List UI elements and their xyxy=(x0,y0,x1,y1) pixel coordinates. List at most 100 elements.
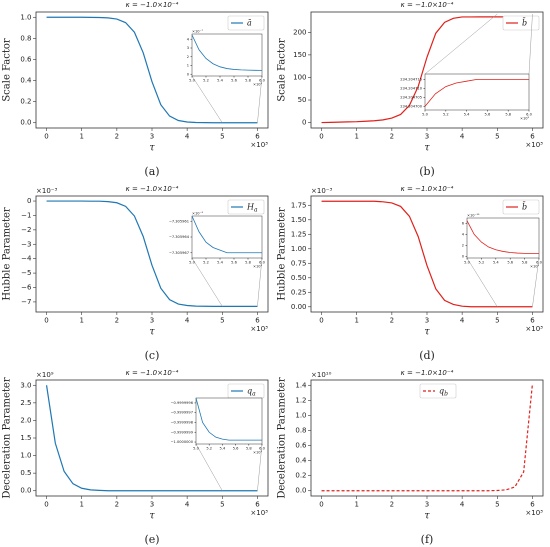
x-tick-label: 3 xyxy=(150,317,154,325)
x-axis-label: τ xyxy=(149,511,155,522)
y-tick-label: −6 xyxy=(21,284,32,292)
x-tick-label: 6 xyxy=(530,317,535,325)
x-offset: ×10³ xyxy=(250,509,268,517)
y-tick-label: 0 xyxy=(462,254,465,258)
y-tick-label: 1.50 xyxy=(291,216,307,224)
x-tick-label: 1 xyxy=(354,501,358,509)
data-line xyxy=(195,397,262,441)
y-tick-label: −0.9999998 xyxy=(171,420,194,424)
y-offset: ×10⁻³ xyxy=(36,187,57,195)
x-tick-label: 1 xyxy=(354,133,358,141)
x-tick-label: 2 xyxy=(115,501,119,509)
y-tick-label: 234.204715 xyxy=(400,77,422,81)
y-tick-label: 1.75 xyxy=(291,201,307,209)
x-tick-label: 5.6 xyxy=(231,78,237,82)
x-tick-label: 3 xyxy=(150,133,154,141)
y-tick-label: 2.5 xyxy=(20,399,31,407)
y-tick-label: −0.9999997 xyxy=(171,411,193,415)
x-tick-label: 5.4 xyxy=(217,260,223,264)
y-axis-label: Hubble Parameter xyxy=(277,207,288,301)
x-tick-label: 5.6 xyxy=(233,446,239,450)
inset-connector xyxy=(191,75,223,123)
y-axis-label: Deceleration Parameter xyxy=(2,377,13,498)
x-tick-label: 4 xyxy=(185,501,190,509)
x-tick-label: 6 xyxy=(255,133,260,141)
x-tick-label: 6.0 xyxy=(526,112,532,116)
x-axis-label: τ xyxy=(424,143,430,154)
data-line xyxy=(424,79,529,107)
data-line xyxy=(45,385,258,492)
y-tick-label: 1.0 xyxy=(295,411,306,419)
inset-connector xyxy=(195,443,223,491)
y-tick-label: −4 xyxy=(21,255,32,263)
x-tick-label: 0 xyxy=(44,501,48,509)
x-tick-label: 5.8 xyxy=(245,260,251,264)
y-axis-label: Scale Factor xyxy=(2,38,13,102)
y-tick-label: 0.0 xyxy=(20,119,31,127)
y-tick-label: 1.4 xyxy=(295,381,307,389)
x-tick-label: 6 xyxy=(530,133,535,141)
y-tick-label: −7.305964 xyxy=(169,235,190,239)
y-offset: ×10⁻¹⁰ xyxy=(467,213,480,217)
legend-box xyxy=(502,15,540,31)
y-tick-label: 6 xyxy=(462,221,465,225)
x-tick-label: 5.4 xyxy=(493,260,499,264)
x-tick-label: 2 xyxy=(390,317,394,325)
y-offset: ×10⁻⁷ xyxy=(192,29,203,33)
x-tick-label: 5.2 xyxy=(206,446,212,450)
y-tick-label: 0.4 xyxy=(295,457,307,465)
legend-label: b̄ xyxy=(522,18,527,28)
chart-title: κ = −1.0×10⁻⁴ xyxy=(401,185,454,193)
y-tick-label: 4 xyxy=(187,37,190,41)
x-axis-label: τ xyxy=(149,143,155,154)
x-tick-label: 2 xyxy=(115,133,119,141)
x-tick-label: 4 xyxy=(185,317,190,325)
panel: κ = −1.0×10⁻⁴ 0 1 2 3 4 5 6 0.00 0.25 0.50 0.75 1.00… xyxy=(277,185,544,362)
x-tick-label: 0 xyxy=(44,317,48,325)
inset-connector xyxy=(257,257,263,307)
x-tick-label: 5.0 xyxy=(189,260,195,264)
x-tick-label: 5.2 xyxy=(443,112,449,116)
y-tick-label: 0 xyxy=(302,119,306,127)
chart-title: κ = −1.0×10⁻⁴ xyxy=(126,185,179,193)
panel: κ = −1.0×10⁻⁴ 0 1 2 3 4 5 6 0.0 0.2 0.4 0.6 0.8 1.0 ×1… xyxy=(2,1,269,178)
y-tick-label: 0.75 xyxy=(291,259,307,267)
y-tick-label: 150 xyxy=(293,51,306,59)
y-tick-label: −5 xyxy=(21,269,31,277)
y-tick-label: 4 xyxy=(462,232,465,236)
x-offset: ×10³ xyxy=(525,509,543,517)
y-tick-label: −0.9999996 xyxy=(171,401,194,405)
y-tick-label: 0.6 xyxy=(295,442,307,450)
plot-frame xyxy=(191,33,263,77)
x-tick-label: 5.4 xyxy=(217,78,223,82)
y-tick-label: 1 xyxy=(187,64,189,68)
y-tick-label: 0 xyxy=(187,72,190,76)
x-tick-label: 6.0 xyxy=(259,260,265,264)
panel-label: (e) xyxy=(144,533,159,546)
y-tick-label: 1.00 xyxy=(291,245,307,253)
x-tick-label: 5.8 xyxy=(246,446,252,450)
x-tick-label: 0 xyxy=(319,501,323,509)
y-tick-label: 3.0 xyxy=(20,381,31,389)
panel-label: (d) xyxy=(419,349,435,362)
x-tick-label: 6 xyxy=(530,501,535,509)
x-tick-label: 5.8 xyxy=(522,260,528,264)
x-tick-label: 4 xyxy=(460,317,465,325)
x-tick-label: 5.0 xyxy=(189,78,195,82)
inset-connector xyxy=(191,257,223,307)
y-tick-label: −1.0000000 xyxy=(171,440,194,444)
x-tick-label: 1 xyxy=(79,133,83,141)
x-tick-label: 5.2 xyxy=(203,78,209,82)
y-tick-label: 1.5 xyxy=(20,434,31,442)
data-line xyxy=(321,16,533,124)
panel-label: (c) xyxy=(145,349,160,362)
inset-connector xyxy=(257,75,263,123)
y-tick-label: 2.0 xyxy=(20,416,31,424)
x-tick-label: 5 xyxy=(495,501,499,509)
y-tick-label: 0.50 xyxy=(291,274,307,282)
x-offset: ×10³ xyxy=(253,451,263,455)
y-tick-label: 0.2 xyxy=(20,98,31,106)
panel: κ = −1.0×10⁻⁴ 0 1 2 3 4 5 6 0.0 0.2 0.4 0.6 0.8 1.0 1.… xyxy=(277,369,544,546)
y-tick-label: 234.204710 xyxy=(400,86,422,90)
inset-connector xyxy=(466,257,498,307)
